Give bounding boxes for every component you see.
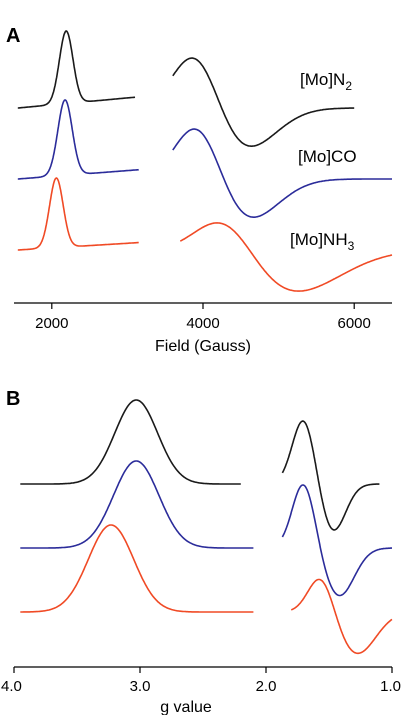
panel-a-series-0-segment-0 [17,30,136,109]
panel-a-letter: A [6,25,20,47]
series-label-nh3: [Mo]NH3 [290,230,355,253]
panel-b-tick-label-0: 4.0 [1,678,22,695]
panel-b: B 4.0 3.0 2.0 1.0 g value [1,388,401,715]
panel-a-series-1-segment-0 [17,99,139,180]
panel-a-tick-label-1: 4000 [186,315,219,332]
panel-b-series-0-segment-1 [281,420,380,531]
series-label-n2: [Mo]N2 [300,70,352,93]
panel-b-tick-label-1: 3.0 [130,678,151,695]
panel-b-series-2-segment-1 [290,578,393,655]
panel-a-x-ticks: 2000 4000 6000 [35,303,371,332]
panel-a-plot-area [17,30,393,292]
panel-b-series-2-segment-0 [20,524,254,613]
panel-a-series-0-segment-1 [172,57,355,147]
panel-a-tick-label-0: 2000 [35,315,68,332]
series-label-co: [Mo]CO [298,147,357,166]
panel-a: A 2000 4000 6000 Field (Gauss) [Mo]N2 [Mo]… [6,25,393,355]
panel-b-letter: B [6,388,20,410]
panel-b-tick-label-2: 2.0 [256,678,277,695]
panel-a-x-axis-label: Field (Gauss) [155,338,251,355]
panel-b-tick-label-3: 1.0 [380,678,401,695]
panel-b-x-axis-label: g value [160,699,212,715]
panel-a-series-2-segment-0 [17,177,139,251]
panel-b-series-1-segment-1 [281,484,392,597]
panel-b-series-1-segment-0 [20,460,254,549]
panel-b-series-0-segment-0 [20,399,241,485]
panel-b-x-ticks: 4.0 3.0 2.0 1.0 [1,667,401,695]
panel-a-series-2-segment-1 [179,222,393,292]
panel-a-series-1-segment-1 [172,128,392,218]
panel-b-plot-area [20,399,393,655]
panel-a-tick-label-2: 6000 [338,315,371,332]
